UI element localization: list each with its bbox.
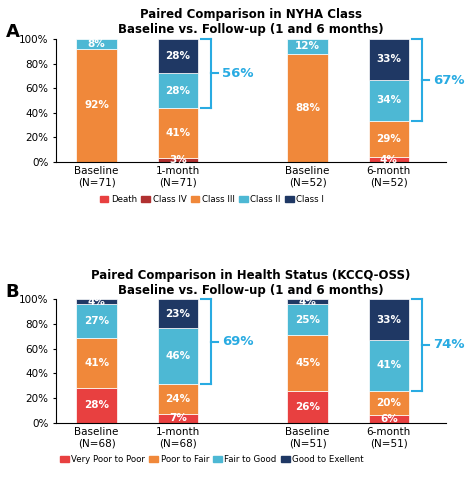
Bar — [369, 340, 409, 390]
Bar — [157, 158, 198, 162]
Bar — [287, 300, 328, 305]
Text: 28%: 28% — [165, 51, 191, 61]
Text: 8%: 8% — [88, 39, 106, 49]
Text: 28%: 28% — [84, 400, 109, 410]
Text: 4%: 4% — [88, 297, 106, 307]
Bar — [369, 39, 409, 79]
Text: 27%: 27% — [84, 316, 109, 326]
Text: B: B — [5, 283, 19, 302]
Text: 24%: 24% — [165, 394, 191, 404]
Text: 12%: 12% — [295, 41, 320, 51]
Bar — [157, 39, 198, 73]
Text: 67%: 67% — [433, 73, 465, 87]
Title: Paired Comparison in NYHA Class
Baseline vs. Follow-up (1 and 6 months): Paired Comparison in NYHA Class Baseline… — [118, 8, 383, 36]
Bar — [76, 305, 117, 338]
Text: 46%: 46% — [165, 351, 191, 361]
Text: 28%: 28% — [165, 86, 191, 96]
Bar — [369, 390, 409, 415]
Bar — [287, 54, 328, 162]
Text: 56%: 56% — [222, 67, 254, 80]
Bar — [287, 39, 328, 54]
Bar — [287, 305, 328, 335]
Title: Paired Comparison in Health Status (KCCQ-OSS)
Baseline vs. Follow-up (1 and 6 mo: Paired Comparison in Health Status (KCCQ… — [91, 269, 410, 297]
Bar — [76, 388, 117, 423]
Bar — [157, 414, 198, 423]
Text: 34%: 34% — [376, 95, 401, 106]
Text: 20%: 20% — [376, 398, 401, 408]
Bar — [157, 328, 198, 384]
Bar — [369, 157, 409, 162]
Bar — [287, 390, 328, 423]
Text: 26%: 26% — [295, 402, 320, 412]
Text: 6%: 6% — [380, 414, 398, 424]
Text: 74%: 74% — [433, 338, 465, 352]
Text: 41%: 41% — [165, 128, 191, 138]
Bar — [76, 338, 117, 388]
Bar — [369, 122, 409, 157]
Text: 33%: 33% — [376, 54, 401, 64]
Text: 41%: 41% — [376, 360, 401, 371]
Text: 88%: 88% — [295, 103, 320, 113]
Bar — [76, 300, 117, 305]
Text: 4%: 4% — [380, 155, 398, 165]
Legend: Very Poor to Poor, Poor to Fair, Fair to Good, Good to Exellent: Very Poor to Poor, Poor to Fair, Fair to… — [56, 451, 367, 468]
Legend: Death, Class IV, Class III, Class II, Class I: Death, Class IV, Class III, Class II, Cl… — [96, 191, 328, 207]
Bar — [157, 73, 198, 108]
Text: 23%: 23% — [165, 309, 191, 318]
Bar — [369, 415, 409, 423]
Bar — [157, 108, 198, 158]
Bar — [157, 384, 198, 414]
Text: 3%: 3% — [169, 155, 187, 165]
Text: 33%: 33% — [376, 314, 401, 325]
Text: 4%: 4% — [299, 297, 317, 307]
Text: 92%: 92% — [84, 100, 109, 111]
Bar — [369, 79, 409, 122]
Text: A: A — [5, 23, 19, 41]
Text: 45%: 45% — [295, 358, 320, 368]
Text: 41%: 41% — [84, 358, 109, 368]
Bar — [76, 39, 117, 49]
Text: 29%: 29% — [376, 134, 401, 144]
Text: 25%: 25% — [295, 314, 320, 325]
Bar — [157, 300, 198, 328]
Bar — [369, 300, 409, 340]
Bar — [287, 335, 328, 390]
Text: 69%: 69% — [222, 335, 254, 348]
Bar — [76, 49, 117, 162]
Text: 7%: 7% — [169, 413, 187, 423]
